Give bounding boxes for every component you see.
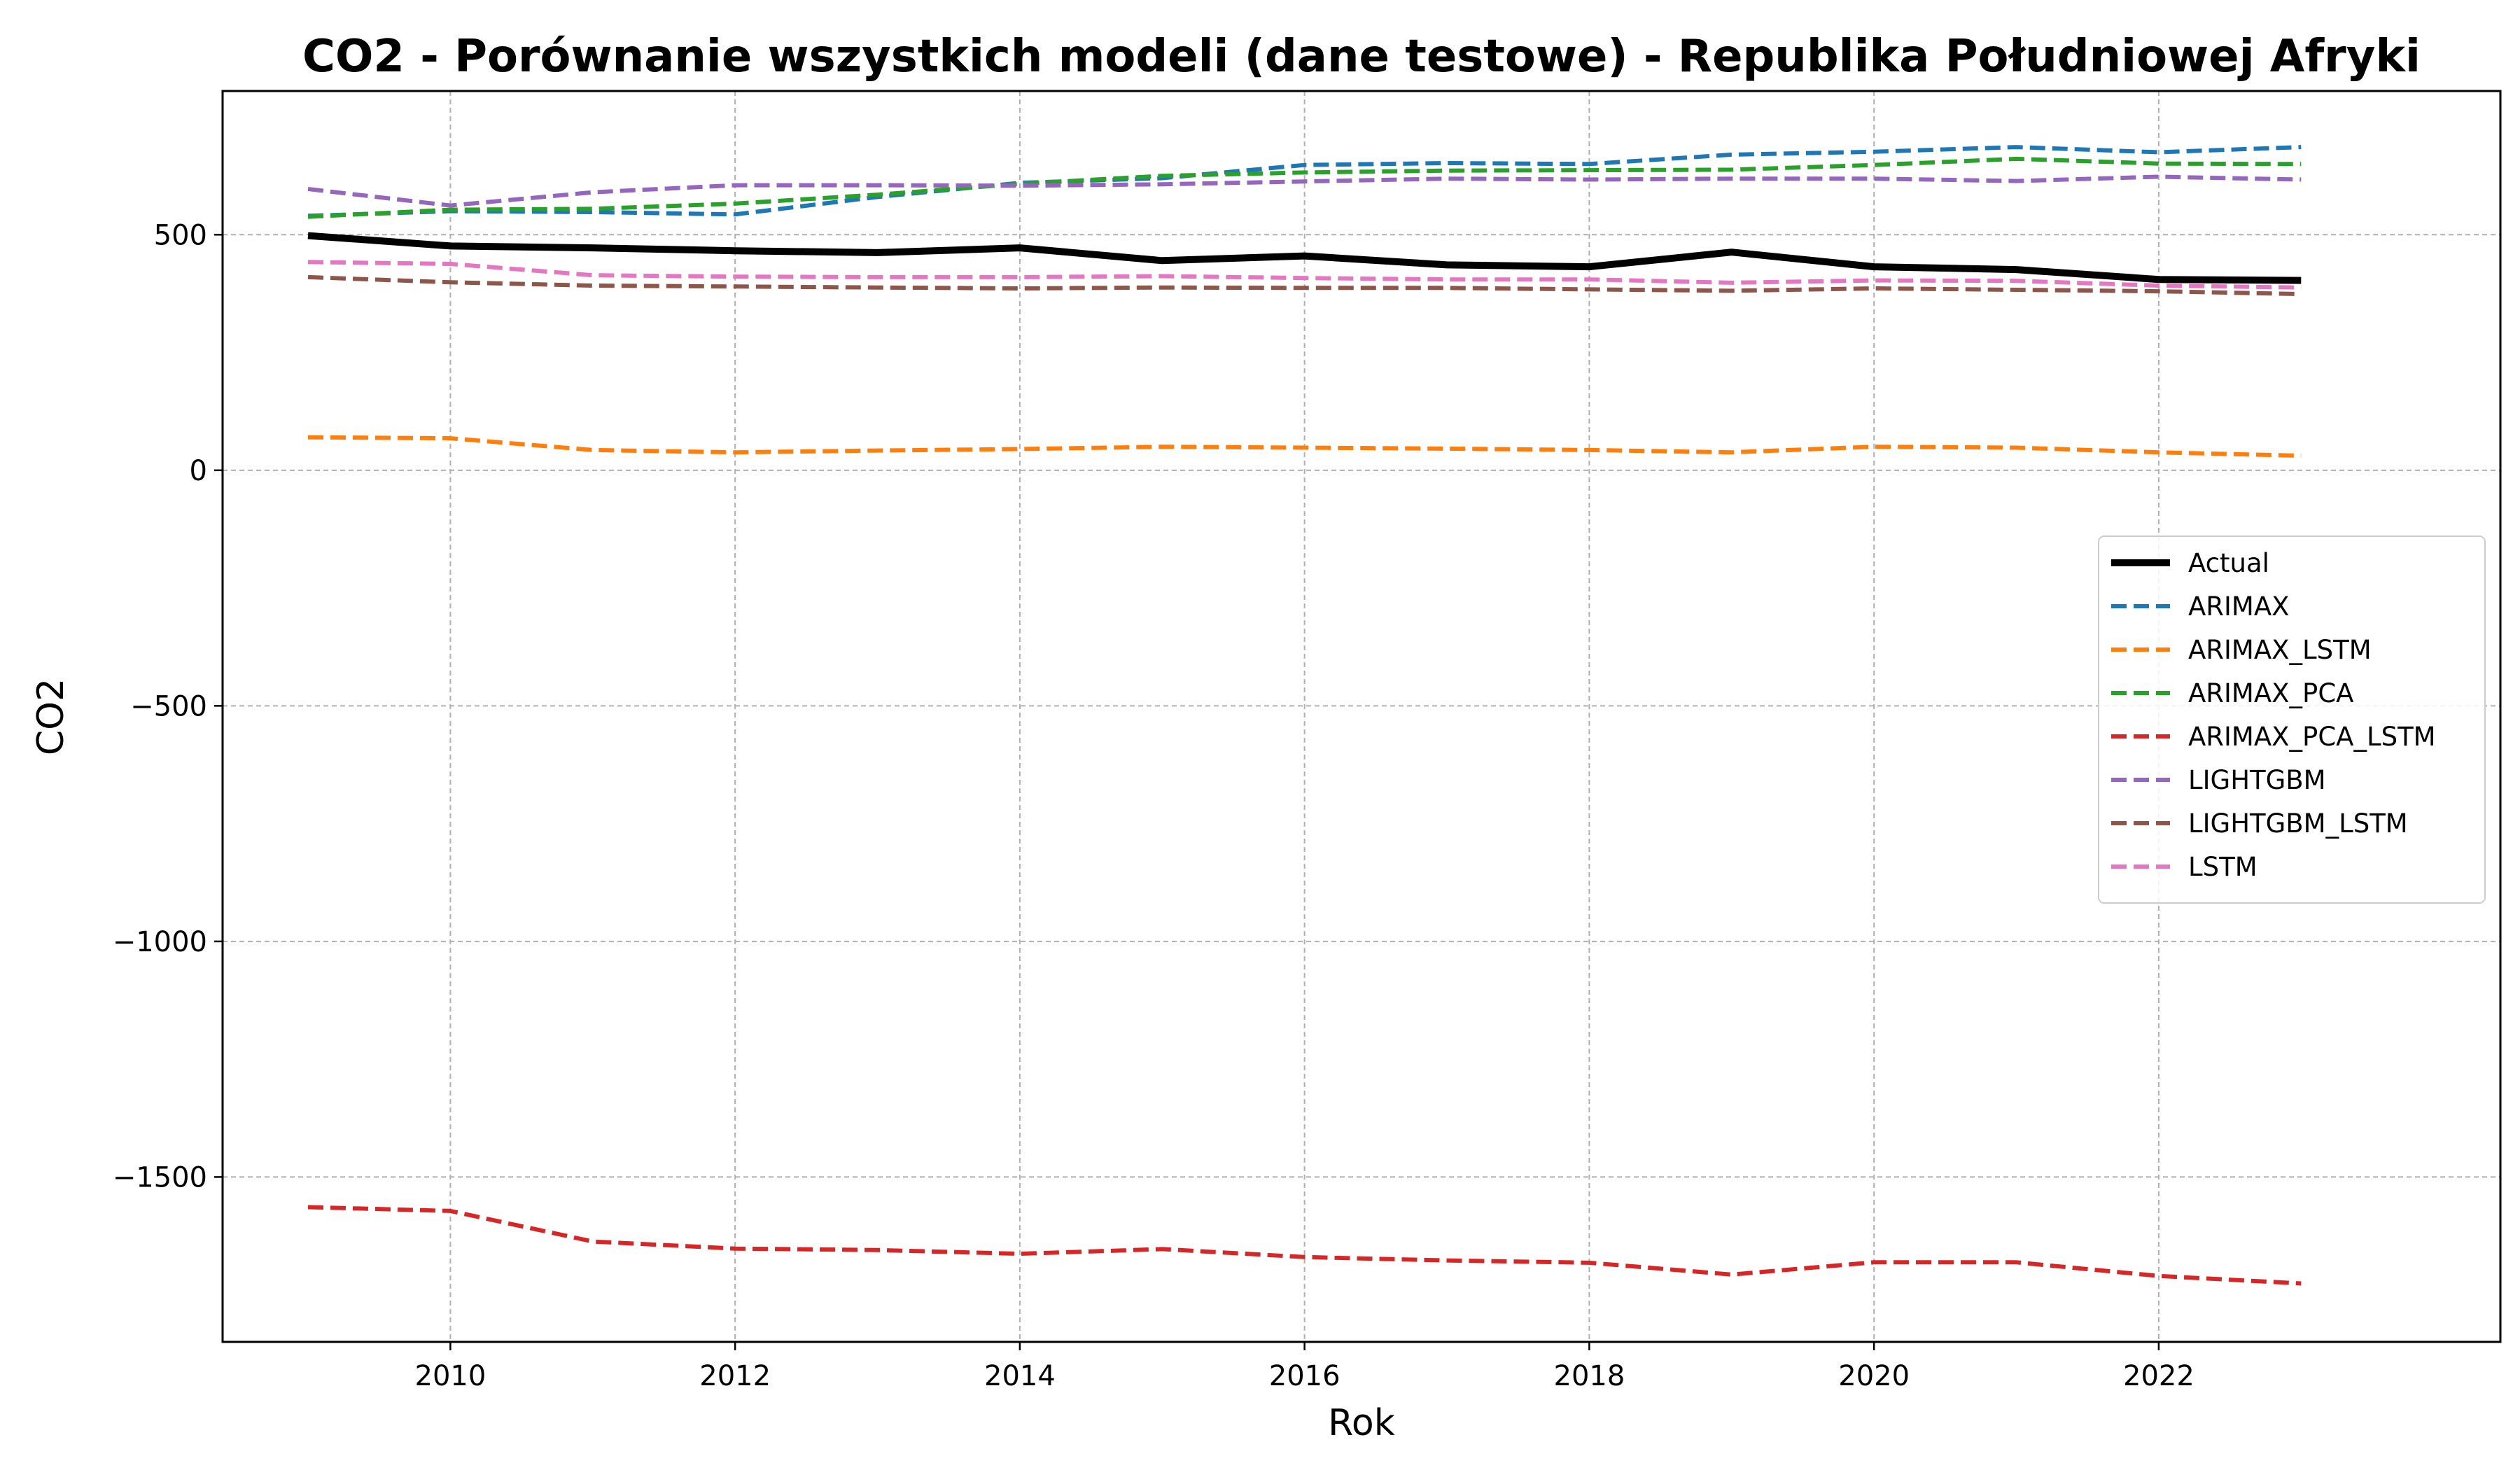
legend-label: ARIMAX_PCA bbox=[2188, 678, 2353, 708]
legend-label: ARIMAX_PCA_LSTM bbox=[2188, 722, 2436, 752]
series-line-lightgbm-lstm bbox=[307, 274, 2302, 297]
series-layer bbox=[307, 145, 2302, 1286]
x-tick-label: 2014 bbox=[984, 1360, 1056, 1392]
x-axis-ticks: 2010 2012 2014 2016 2018 2020 2022 bbox=[415, 1342, 2194, 1392]
x-tick-label: 2012 bbox=[699, 1360, 771, 1392]
series-line-arimax-pca-lstm bbox=[307, 1205, 2302, 1286]
x-tick-label: 2010 bbox=[415, 1360, 486, 1392]
plot-frame bbox=[221, 90, 2502, 1343]
legend: Actual ARIMAX ARIMAX_LSTM ARIMAX_PCA ARIMAX_… bbox=[2098, 536, 2486, 904]
series-line-lightgbm bbox=[307, 174, 2302, 208]
y-tick-label: −1500 bbox=[113, 1161, 207, 1194]
x-axis-label: Rok bbox=[1328, 1402, 1395, 1444]
legend-box bbox=[2098, 536, 2486, 904]
y-axis-label: CO2 bbox=[30, 678, 72, 755]
y-tick-label: 500 bbox=[154, 219, 207, 251]
chart-title: CO2 - Porównanie wszystkich modeli (dane… bbox=[302, 31, 2421, 83]
series-line-arimax-pca bbox=[307, 156, 2302, 219]
y-tick-label: 0 bbox=[190, 455, 207, 487]
series-line-arimax-lstm bbox=[307, 435, 2302, 458]
y-axis-ticks: −1500 −1000 −500 0 500 bbox=[113, 219, 223, 1194]
y-tick-label: −1000 bbox=[113, 926, 207, 958]
legend-label: LIGHTGBM_LSTM bbox=[2188, 808, 2408, 839]
x-tick-label: 2022 bbox=[2123, 1360, 2194, 1392]
legend-label: LSTM bbox=[2188, 852, 2258, 882]
legend-label: ARIMAX bbox=[2188, 592, 2290, 622]
series-line-arimax bbox=[307, 145, 2302, 218]
y-tick-label: −500 bbox=[130, 690, 207, 722]
x-tick-label: 2016 bbox=[1269, 1360, 1340, 1392]
legend-label: ARIMAX_LSTM bbox=[2188, 635, 2372, 665]
legend-label: LIGHTGBM bbox=[2188, 765, 2326, 795]
legend-label: Actual bbox=[2188, 548, 2269, 578]
series-line-actual bbox=[307, 232, 2302, 284]
x-tick-label: 2018 bbox=[1554, 1360, 1625, 1392]
series-line-lstm bbox=[307, 260, 2302, 290]
x-tick-label: 2020 bbox=[1838, 1360, 1910, 1392]
